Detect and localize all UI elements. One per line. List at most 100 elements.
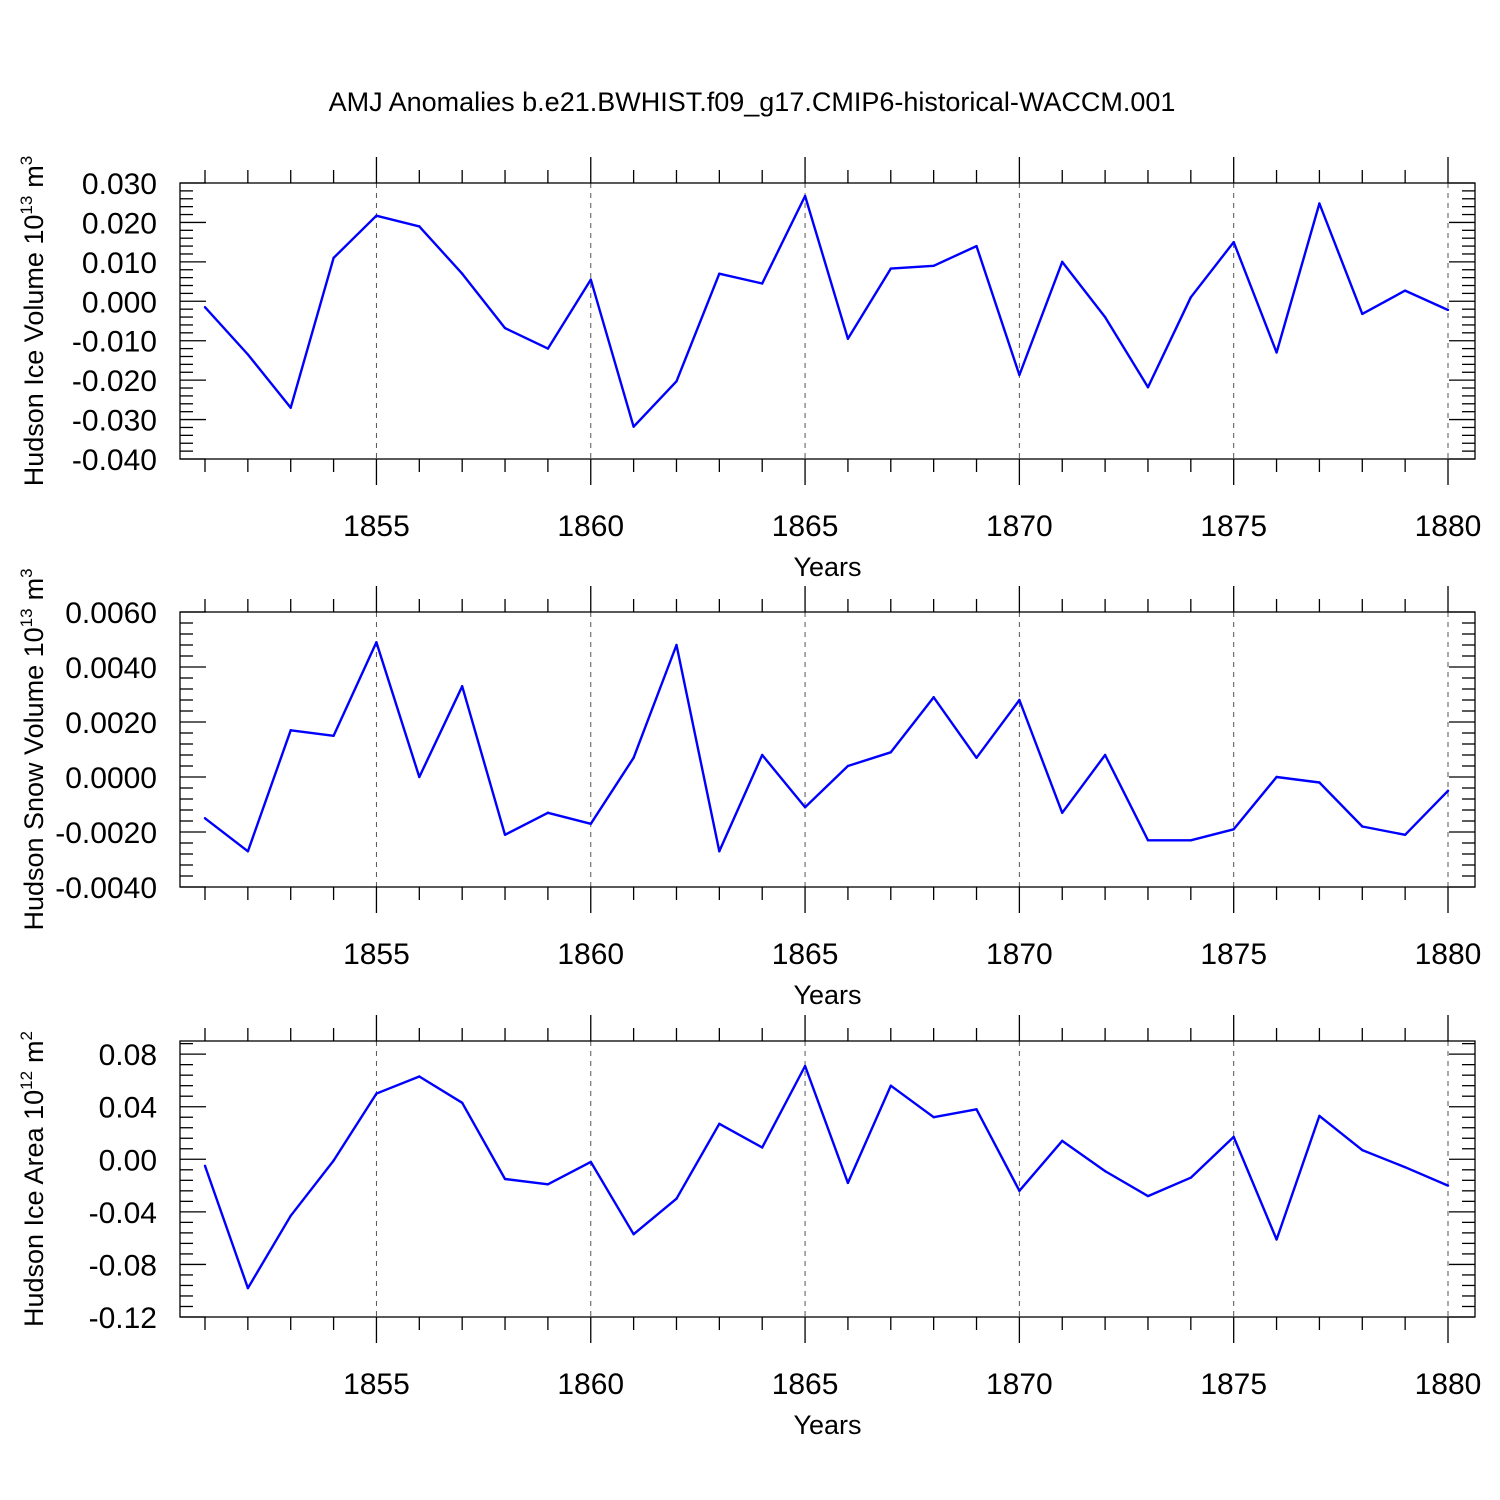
- data-point-ice-area-1869: [975, 1108, 978, 1111]
- data-point-ice-volume-1857: [460, 272, 464, 275]
- data-point-snow-volume-1879: [1403, 833, 1407, 836]
- y-tick-label: 0.0000: [65, 762, 157, 795]
- data-point-ice-area-1874: [1189, 1176, 1193, 1179]
- plot-frame: [179, 182, 1476, 460]
- data-point-ice-area-1878: [1361, 1148, 1364, 1152]
- data-point-ice-volume-1860: [589, 278, 592, 281]
- y-axis-label-text: Hudson Snow Volume 10: [19, 627, 49, 930]
- data-point-ice-area-1851: [203, 1164, 207, 1168]
- data-point-ice-volume-1872: [1103, 315, 1107, 319]
- plot-frame: [179, 1040, 1476, 1318]
- data-point-ice-volume-1853: [289, 406, 292, 409]
- y-tick-label: -0.04: [89, 1197, 157, 1230]
- x-tick-label: 1855: [343, 1368, 410, 1401]
- data-point-snow-volume-1855: [375, 641, 378, 644]
- y-axis-label: Hudson Snow Volume 1013 m3: [17, 568, 49, 930]
- data-point-snow-volume-1880: [1446, 789, 1450, 792]
- data-point-ice-volume-1855: [375, 214, 378, 217]
- data-point-ice-volume-1873: [1146, 386, 1150, 389]
- y-axis-label-unit-power: 3: [17, 156, 36, 165]
- y-axis-label-unit: m: [19, 1040, 49, 1063]
- y-axis-label-unit: m: [19, 578, 49, 601]
- x-tick-label: 1870: [986, 510, 1053, 543]
- plot-frame: [179, 611, 1476, 888]
- data-point-snow-volume-1869: [975, 756, 978, 759]
- data-point-ice-area-1852: [246, 1286, 250, 1290]
- y-tick-label: 0.000: [82, 286, 157, 319]
- data-point-snow-volume-1854: [332, 734, 335, 737]
- data-point-snow-volume-1874: [1189, 839, 1193, 842]
- data-point-ice-volume-1877: [1318, 202, 1321, 205]
- data-point-snow-volume-1871: [1061, 811, 1064, 814]
- data-point-snow-volume-1878: [1361, 825, 1364, 828]
- data-point-snow-volume-1864: [761, 753, 764, 757]
- x-tick-label: 1875: [1200, 1368, 1267, 1401]
- series-line-ice-area: [203, 1064, 1449, 1290]
- data-point-snow-volume-1851: [203, 817, 207, 820]
- data-point-ice-area-1866: [846, 1181, 850, 1185]
- y-tick-label: 0.0060: [65, 597, 157, 630]
- y-tick-label: -0.12: [89, 1302, 157, 1335]
- y-tick-label: -0.0040: [55, 872, 157, 905]
- data-point-ice-volume-1874: [1189, 296, 1193, 299]
- y-axis-label-exponent: 12: [17, 1071, 36, 1090]
- data-point-ice-volume-1879: [1403, 289, 1407, 292]
- data-point-ice-area-1871: [1061, 1139, 1064, 1143]
- data-point-ice-area-1860: [589, 1160, 592, 1164]
- x-tick-label: 1865: [772, 938, 839, 971]
- figure-title: AMJ Anomalies b.e21.BWHIST.f09_g17.CMIP6…: [329, 87, 1176, 117]
- data-point-ice-volume-1876: [1275, 351, 1278, 354]
- data-point-ice-volume-1854: [332, 256, 335, 260]
- x-tick-label: 1865: [772, 510, 839, 543]
- data-point-ice-volume-1880: [1446, 308, 1450, 312]
- data-point-ice-volume-1878: [1361, 312, 1364, 316]
- data-point-ice-area-1862: [675, 1197, 678, 1200]
- data-point-ice-area-1872: [1103, 1169, 1107, 1173]
- data-point-snow-volume-1872: [1103, 753, 1107, 757]
- data-point-snow-volume-1875: [1232, 828, 1235, 831]
- data-point-ice-area-1880: [1446, 1184, 1450, 1187]
- data-point-ice-area-1859: [546, 1183, 550, 1186]
- data-point-snow-volume-1852: [246, 850, 250, 853]
- x-tick-label: 1860: [557, 510, 624, 543]
- data-point-ice-area-1863: [718, 1122, 721, 1126]
- x-tick-label: 1880: [1415, 938, 1482, 971]
- y-tick-label: -0.040: [72, 444, 157, 477]
- series-line-snow-volume: [204, 641, 1449, 853]
- data-point-snow-volume-1857: [460, 685, 464, 688]
- data-point-ice-volume-1862: [675, 380, 678, 383]
- data-point-ice-volume-1859: [546, 347, 550, 350]
- y-axis-label-unit-power: 2: [17, 1031, 36, 1040]
- y-tick-label: 0.08: [99, 1039, 157, 1072]
- x-tick-label: 1880: [1415, 1368, 1482, 1401]
- x-tick-label: 1855: [343, 510, 410, 543]
- x-tick-label: 1870: [986, 1368, 1053, 1401]
- data-point-ice-area-1858: [503, 1177, 507, 1181]
- y-axis-label-unit: m: [19, 165, 49, 188]
- x-tick-label: 1855: [343, 938, 410, 971]
- y-tick-label: 0.04: [99, 1092, 157, 1125]
- y-axis-label: Hudson Ice Volume 1013 m3: [17, 156, 49, 487]
- y-axis-label-exponent: 13: [17, 608, 36, 627]
- data-point-ice-volume-1856: [418, 225, 421, 228]
- data-point-ice-area-1879: [1403, 1165, 1407, 1169]
- data-point-ice-volume-1852: [246, 353, 250, 356]
- data-point-ice-area-1868: [932, 1116, 935, 1119]
- data-point-ice-volume-1869: [975, 244, 978, 248]
- y-tick-label: -0.020: [72, 365, 157, 398]
- y-tick-label: -0.010: [72, 326, 157, 359]
- data-point-snow-volume-1859: [546, 811, 550, 814]
- data-point-ice-volume-1870: [1018, 373, 1021, 377]
- data-point-ice-volume-1858: [503, 326, 507, 330]
- y-tick-label: -0.08: [89, 1249, 157, 1282]
- x-tick-label: 1870: [986, 938, 1053, 971]
- data-point-ice-area-1864: [761, 1146, 764, 1149]
- data-point-snow-volume-1860: [589, 822, 592, 825]
- data-point-ice-volume-1864: [761, 282, 764, 285]
- series-line-ice-volume: [204, 194, 1449, 428]
- data-point-ice-area-1861: [632, 1233, 635, 1236]
- data-point-ice-area-1857: [460, 1101, 464, 1104]
- x-axis-label: Years: [793, 552, 861, 582]
- y-tick-label: 0.00: [99, 1144, 157, 1177]
